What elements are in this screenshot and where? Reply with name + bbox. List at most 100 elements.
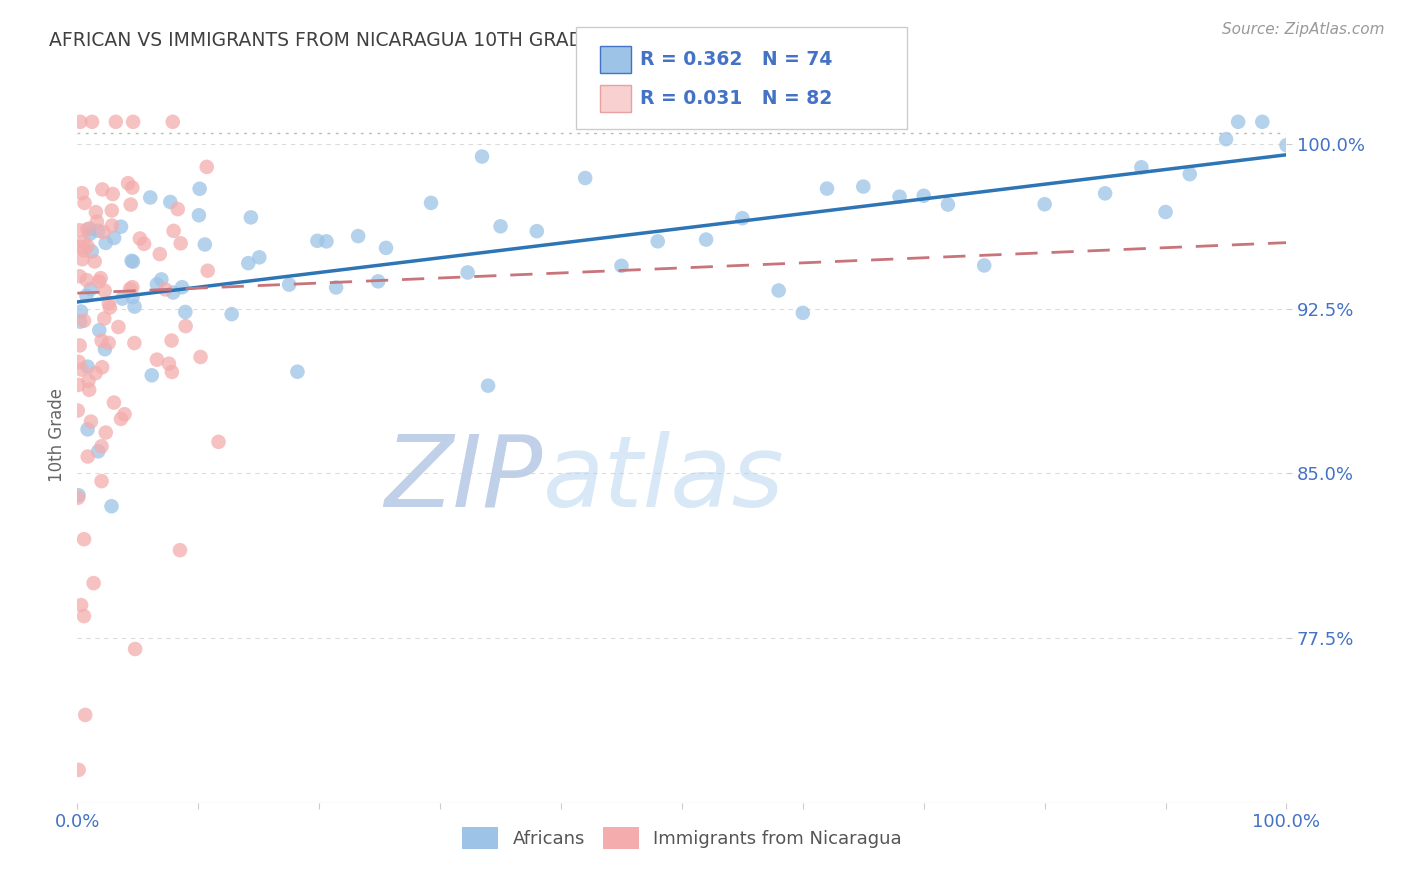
Point xyxy=(70,304,93,318)
Point xyxy=(69,223,91,237)
Point xyxy=(104,115,127,129)
Point xyxy=(731,211,754,226)
Point xyxy=(117,176,139,190)
Point xyxy=(150,272,173,286)
Point xyxy=(169,236,191,251)
Point xyxy=(70,239,93,253)
Point xyxy=(207,434,229,449)
Point xyxy=(107,320,129,334)
Point xyxy=(188,182,211,196)
Point xyxy=(610,259,633,273)
Point xyxy=(73,314,96,328)
Point xyxy=(69,338,91,352)
Point xyxy=(79,227,101,241)
Point xyxy=(73,196,96,211)
Point xyxy=(852,179,875,194)
Point xyxy=(84,205,107,219)
Point xyxy=(166,202,188,216)
Point xyxy=(100,203,122,218)
Point xyxy=(477,378,499,392)
Point xyxy=(76,222,98,236)
Point xyxy=(325,280,347,294)
Point xyxy=(471,149,494,163)
Text: atlas: atlas xyxy=(543,431,785,527)
Point xyxy=(157,357,180,371)
Point xyxy=(73,609,96,624)
Point xyxy=(307,234,329,248)
Point xyxy=(94,235,117,250)
Point xyxy=(80,282,103,296)
Y-axis label: 10th Grade: 10th Grade xyxy=(48,388,66,482)
Point xyxy=(83,254,105,268)
Point xyxy=(69,315,91,329)
Point xyxy=(91,360,114,375)
Point xyxy=(768,284,790,298)
Point xyxy=(66,403,89,417)
Point xyxy=(93,225,115,239)
Point xyxy=(67,491,90,505)
Point xyxy=(94,343,117,357)
Point xyxy=(100,500,122,514)
Point xyxy=(77,374,100,388)
Point xyxy=(195,160,218,174)
Point xyxy=(69,115,91,129)
Point xyxy=(1227,115,1250,129)
Point xyxy=(170,280,193,294)
Point xyxy=(87,444,110,458)
Point xyxy=(111,292,134,306)
Point xyxy=(124,300,146,314)
Point xyxy=(67,377,90,392)
Point xyxy=(93,284,115,298)
Point xyxy=(526,224,548,238)
Point xyxy=(187,208,209,222)
Point xyxy=(70,598,93,612)
Point xyxy=(93,311,115,326)
Point xyxy=(238,256,260,270)
Point xyxy=(97,335,120,350)
Text: ZIP: ZIP xyxy=(385,431,543,527)
Point xyxy=(815,181,838,195)
Point xyxy=(1154,205,1177,219)
Point xyxy=(197,263,219,277)
Point xyxy=(695,233,717,247)
Point xyxy=(76,450,98,464)
Point xyxy=(194,237,217,252)
Point xyxy=(110,219,132,234)
Point xyxy=(120,197,142,211)
Point xyxy=(80,244,103,259)
Point xyxy=(287,365,309,379)
Point xyxy=(162,224,184,238)
Point xyxy=(90,439,112,453)
Point xyxy=(174,319,197,334)
Point xyxy=(347,229,370,244)
Point xyxy=(1178,167,1201,181)
Point xyxy=(278,277,301,292)
Point xyxy=(79,221,101,235)
Point xyxy=(70,186,93,201)
Point xyxy=(121,280,143,294)
Point xyxy=(120,282,142,296)
Point xyxy=(1033,197,1056,211)
Point xyxy=(128,231,150,245)
Point xyxy=(90,271,112,285)
Point xyxy=(70,362,93,376)
Point xyxy=(574,171,596,186)
Point xyxy=(67,488,90,502)
Point xyxy=(72,252,94,267)
Point xyxy=(124,642,146,657)
Point xyxy=(122,254,145,268)
Point xyxy=(190,350,212,364)
Text: R = 0.362   N = 74: R = 0.362 N = 74 xyxy=(640,50,832,70)
Point xyxy=(76,239,98,253)
Point xyxy=(101,187,124,202)
Point xyxy=(239,211,262,225)
Point xyxy=(80,115,103,129)
Point xyxy=(375,241,398,255)
Point xyxy=(69,269,91,284)
Point xyxy=(121,253,143,268)
Point xyxy=(121,180,143,194)
Point xyxy=(221,307,243,321)
Point xyxy=(457,265,479,279)
Point xyxy=(101,219,124,233)
Point xyxy=(889,189,911,203)
